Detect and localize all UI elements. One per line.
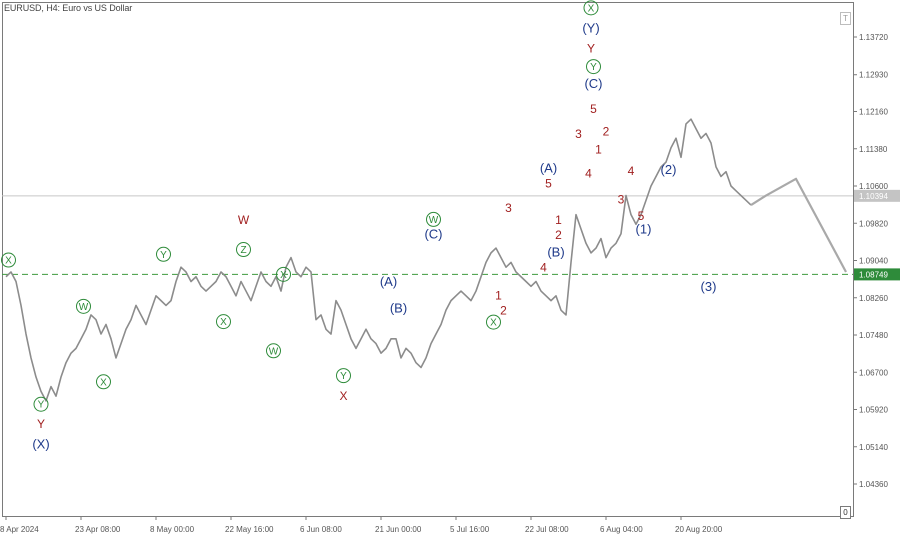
wave-label: (B)	[547, 244, 564, 259]
wave-label: W	[79, 302, 89, 313]
wave-label: W	[429, 215, 439, 226]
wave-label: 3	[505, 201, 512, 215]
current-price-badge	[854, 189, 900, 202]
wave-label: (B)	[390, 300, 407, 315]
y-tick-label: 1.07480	[859, 331, 888, 340]
wave-label: Z	[240, 245, 246, 256]
wave-label: X	[588, 3, 595, 14]
wave-label: Y	[340, 371, 347, 382]
wave-label-circle	[96, 374, 111, 390]
wave-label-circle	[426, 211, 441, 227]
wave-label: (2)	[661, 162, 677, 177]
wave-label: 2	[603, 125, 610, 139]
wave-label-circle	[586, 59, 601, 75]
x-tick-label: 8 May 00:00	[150, 525, 195, 534]
wave-label: 1	[595, 143, 602, 157]
wave-label: X	[280, 270, 287, 281]
wave-label-circle	[336, 368, 351, 384]
y-tick-label: 1.06700	[859, 368, 888, 377]
wave-label: (X)	[32, 436, 49, 451]
y-tick-label: 1.05140	[859, 443, 888, 452]
wave-label: X	[5, 256, 12, 267]
x-tick-label: 6 Jun 08:00	[300, 525, 342, 534]
x-tick-label: 22 May 16:00	[225, 525, 274, 534]
wave-label: 3	[575, 127, 582, 141]
wave-label: X	[490, 318, 497, 329]
x-tick-label: 8 Apr 2024	[0, 525, 39, 534]
y-tick-label: 1.09820	[859, 219, 888, 228]
wave-label: 5	[638, 209, 645, 223]
x-tick-label: 5 Jul 16:00	[450, 525, 490, 534]
y-tick-label: 1.08260	[859, 294, 888, 303]
wave-label-circle	[276, 266, 291, 282]
wave-label: Y	[38, 400, 45, 411]
forecast-path	[750, 177, 847, 273]
wave-label: (C)	[584, 76, 602, 91]
wave-label-circle	[76, 298, 91, 314]
support-level-label: 1.08749	[859, 270, 888, 279]
y-tick-label: 1.12160	[859, 108, 888, 117]
plot-frame	[2, 2, 854, 517]
x-tick-label: 23 Apr 08:00	[75, 525, 121, 534]
wave-label: 5	[590, 102, 597, 116]
wave-label: Y	[37, 417, 45, 431]
y-tick-label: 1.04360	[859, 480, 888, 489]
wave-label: (3)	[701, 279, 717, 294]
current-price-label: 1.10394	[859, 192, 888, 201]
wave-label: Y	[587, 41, 595, 55]
wave-label: (A)	[380, 274, 397, 289]
wave-label-circle	[236, 242, 251, 258]
wave-label-circle	[216, 314, 231, 330]
y-tick-label: 1.05920	[859, 406, 888, 415]
wave-label: 4	[628, 164, 635, 178]
x-tick-label: 6 Aug 04:00	[600, 525, 643, 534]
wave-label: 1	[495, 288, 502, 302]
wave-label: (C)	[424, 226, 442, 241]
y-tick-label: 1.09040	[859, 257, 888, 266]
wave-label: X	[220, 317, 227, 328]
wave-label: X	[100, 377, 107, 388]
wave-label-circle	[486, 314, 501, 330]
wave-label: 5	[545, 177, 552, 191]
wave-label: 4	[540, 261, 547, 275]
wave-label-circle	[156, 246, 171, 262]
wave-label: X	[339, 389, 347, 403]
wave-label: 3	[618, 192, 625, 206]
y-tick-label: 1.12930	[859, 71, 888, 80]
support-level-badge	[854, 268, 900, 281]
wave-label: (1)	[636, 221, 652, 236]
chart-title: EURUSD, H4: Euro vs US Dollar	[4, 3, 133, 13]
wave-label: 1	[555, 213, 562, 227]
wave-label-circle	[266, 343, 281, 359]
autoscroll-button[interactable]: 0	[840, 506, 851, 519]
wave-label: Y	[160, 250, 167, 261]
wave-label: (Y)	[582, 20, 599, 35]
wave-label: 2	[500, 304, 507, 318]
wave-label: (A)	[540, 160, 557, 175]
wave-label: 2	[555, 228, 562, 242]
wave-label-circle	[583, 0, 599, 16]
chart-shift-button[interactable]: T	[840, 12, 851, 25]
y-tick-label: 1.10600	[859, 182, 888, 191]
wave-label: 4	[585, 167, 592, 181]
x-tick-label: 22 Jul 08:00	[525, 525, 569, 534]
x-tick-label: 20 Aug 20:00	[675, 525, 723, 534]
price-line	[5, 118, 752, 402]
y-tick-label: 1.11380	[859, 145, 888, 154]
y-tick-label: 1.13720	[859, 33, 888, 42]
wave-label-circle	[33, 396, 49, 412]
wave-label: Y	[590, 62, 597, 73]
wave-label-circle	[1, 252, 16, 268]
wave-label: W	[269, 346, 279, 357]
wave-label: W	[238, 213, 250, 227]
x-tick-label: 21 Jun 00:00	[375, 525, 422, 534]
